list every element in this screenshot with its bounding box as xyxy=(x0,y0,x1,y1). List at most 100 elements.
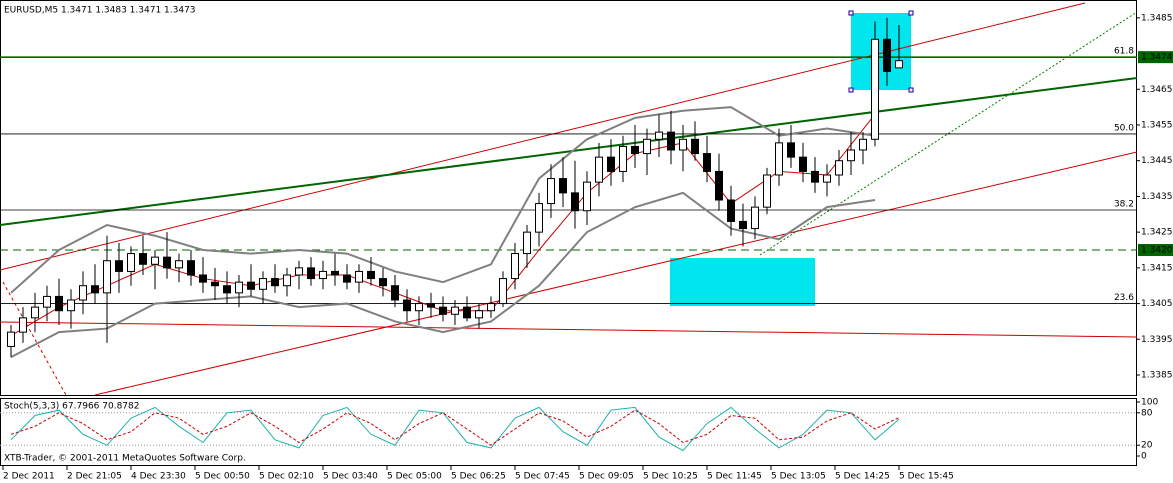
y-tick-label: 1.3405 xyxy=(1141,299,1173,309)
candle-body xyxy=(655,131,663,140)
price-box-label: 1.3474 xyxy=(1141,53,1173,63)
candle-body xyxy=(823,174,831,183)
candle-body xyxy=(631,145,639,155)
candle-body xyxy=(91,285,99,294)
handle xyxy=(848,10,854,16)
copyright: XTB-Trader, © 2001-2011 MetaQuotes Softw… xyxy=(4,454,246,464)
overlay-line xyxy=(10,106,876,294)
candle-body xyxy=(559,178,567,194)
price-box-label: 1.3420 xyxy=(1141,246,1173,256)
candle-body xyxy=(679,138,687,151)
candle-body xyxy=(643,138,651,155)
candle-body xyxy=(283,274,291,287)
osc-tick-label: 100 xyxy=(1141,398,1158,408)
candle-body xyxy=(511,253,519,280)
candle-body xyxy=(307,267,315,280)
main-plot xyxy=(0,17,1137,359)
x-tick-label: 5 Dec 05:00 xyxy=(387,472,442,482)
x-tick-label: 5 Dec 09:05 xyxy=(579,472,634,482)
candle-body xyxy=(331,270,339,276)
candle-body xyxy=(439,306,447,315)
candle-body xyxy=(55,295,63,312)
x-tick-label: 2 Dec 2011 xyxy=(3,472,55,482)
x-tick-label: 5 Dec 10:25 xyxy=(643,472,698,482)
trend-line xyxy=(759,11,1137,256)
y-tick-label: 1.3395 xyxy=(1141,335,1173,345)
candle-body xyxy=(271,278,279,287)
candle-body xyxy=(31,306,39,319)
data-layer: 61.8 50.0 38.2 23.6 1.3474 1.3420 1.3485 1.3465… xyxy=(0,13,1173,482)
oscillator-label: Stoch(5,3,3) 67.7966 70.8782 xyxy=(4,402,139,412)
osc-line xyxy=(10,406,900,452)
osc-tick-label: 80 xyxy=(1141,408,1153,418)
candle-body xyxy=(787,142,795,158)
candle-body xyxy=(811,170,819,183)
candle-body xyxy=(487,303,495,312)
candle-body xyxy=(223,285,231,294)
fib-label: 23.6 xyxy=(1114,293,1134,303)
x-tick-label: 5 Dec 11:45 xyxy=(707,472,762,482)
fib-label: 61.8 xyxy=(1114,47,1134,57)
x-tick-label: 5 Dec 13:05 xyxy=(771,472,826,482)
candle-body xyxy=(211,281,219,287)
candle-body xyxy=(391,285,399,301)
candle-body xyxy=(547,178,555,205)
candle-body xyxy=(295,267,303,276)
candle-body xyxy=(103,260,111,294)
candle-body xyxy=(667,131,675,151)
candle-body xyxy=(43,295,51,308)
fib-label: 38.2 xyxy=(1114,200,1134,210)
trend-line xyxy=(0,2,1086,271)
candle-body xyxy=(727,199,735,222)
candle-body xyxy=(763,174,771,208)
candle-body xyxy=(427,303,435,308)
price-box xyxy=(1138,51,1173,64)
candle-body xyxy=(463,306,471,319)
candle-body xyxy=(175,260,183,269)
candle-body xyxy=(871,38,879,140)
candle-body xyxy=(343,274,351,283)
candle-body xyxy=(523,231,531,255)
handle xyxy=(908,87,914,93)
candle-body xyxy=(151,256,159,265)
candle-body xyxy=(859,138,867,151)
candle-body xyxy=(319,270,327,280)
candle-body xyxy=(199,274,207,283)
candle-body xyxy=(847,149,855,162)
candle-body xyxy=(799,156,807,172)
y-tick-label: 1.3435 xyxy=(1141,192,1173,202)
y-tick-label: 1.3385 xyxy=(1141,371,1173,381)
candle-body xyxy=(115,260,123,272)
candle-body xyxy=(475,310,483,319)
y-tick-label: 1.3425 xyxy=(1141,228,1173,238)
candle-body xyxy=(79,285,87,301)
candle-body xyxy=(751,206,759,230)
x-tick-label: 5 Dec 00:50 xyxy=(195,472,250,482)
zone-rect xyxy=(851,13,911,90)
y-tick-label: 1.3445 xyxy=(1141,156,1173,166)
candle-body xyxy=(607,156,615,172)
handle xyxy=(908,10,914,16)
handle xyxy=(848,87,854,93)
y-tick-label: 1.3415 xyxy=(1141,263,1173,273)
candle-body xyxy=(835,160,843,176)
candle-body xyxy=(571,192,579,212)
y-tick-label: 1.3465 xyxy=(1141,85,1173,95)
candle-body xyxy=(7,331,15,347)
candle-body xyxy=(247,281,255,290)
candle-body xyxy=(67,299,75,312)
candle-body xyxy=(187,260,195,276)
osc-tick-label: 20 xyxy=(1141,441,1153,451)
trend-line xyxy=(0,77,1137,226)
trend-line xyxy=(94,151,1137,395)
candle-body xyxy=(127,253,135,272)
candle-body xyxy=(379,278,387,287)
y-tick-label: 1.3485 xyxy=(1141,13,1173,23)
candle-body xyxy=(451,306,459,315)
candle-body xyxy=(715,170,723,201)
candle-body xyxy=(367,270,375,280)
candle-body xyxy=(583,181,591,212)
candle-body xyxy=(883,38,891,72)
